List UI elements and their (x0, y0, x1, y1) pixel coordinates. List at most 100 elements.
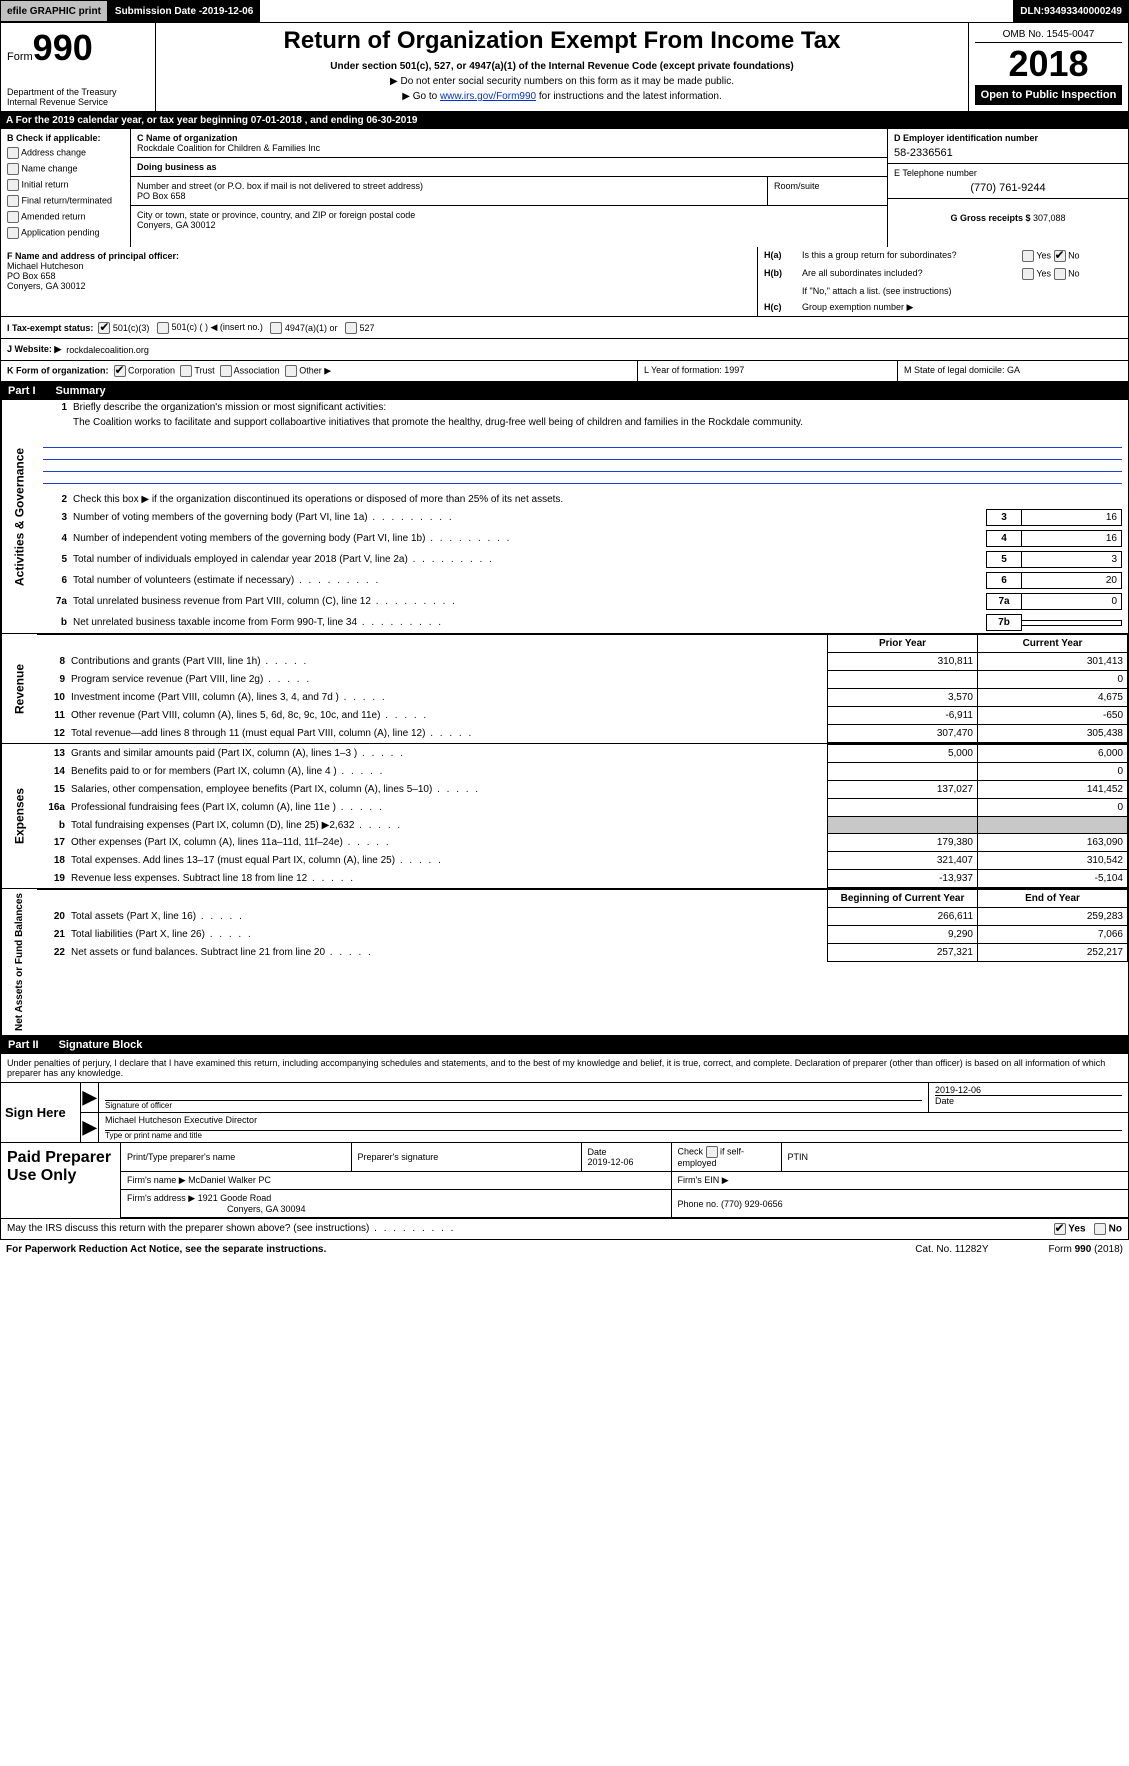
dln-value: 93493340000249 (1044, 6, 1122, 17)
signature-field: Signature of officer (99, 1083, 928, 1112)
date-label: Date (935, 1095, 1122, 1106)
activities-body: 1 Briefly describe the organization's mi… (37, 400, 1128, 633)
fin-row: 15Salaries, other compensation, employee… (37, 781, 1128, 799)
opt-527: 527 (359, 323, 374, 333)
org-name-cell: C Name of organization Rockdale Coalitio… (131, 129, 887, 158)
h-b-row: H(b) Are all subordinates included? Yes … (758, 265, 1128, 283)
fin-prior-year: 5,000 (828, 745, 978, 763)
other-checkbox[interactable] (285, 365, 297, 377)
efile-tag: efile GRAPHIC print (0, 0, 108, 22)
street-cell: Number and street (or P.O. box if mail i… (131, 177, 887, 206)
discuss-yes-checkbox[interactable] (1054, 1223, 1066, 1235)
hb-answer: Yes No (1022, 268, 1122, 280)
line-value: 16 (1022, 530, 1122, 547)
fin-num: 11 (37, 707, 67, 725)
discuss-answer: Yes No (1054, 1223, 1123, 1235)
discuss-no-checkbox[interactable] (1094, 1223, 1106, 1235)
firm-addr-1: 1921 Goode Road (198, 1193, 272, 1203)
fin-desc: Total liabilities (Part X, line 26) (67, 926, 828, 944)
assoc-checkbox[interactable] (220, 365, 232, 377)
row-j-label: J Website: ▶ (7, 344, 61, 355)
fin-num: 9 (37, 671, 67, 689)
discuss-yes: Yes (1068, 1224, 1085, 1235)
signature-officer-label: Signature of officer (105, 1101, 922, 1110)
name-title-label: Type or print name and title (105, 1131, 1122, 1140)
fin-prior-year (828, 799, 978, 817)
trust-checkbox[interactable] (180, 365, 192, 377)
net-hdr-row: Beginning of Current Year End of Year (37, 890, 1128, 908)
instruction-line-2: ▶ Go to www.irs.gov/Form990 for instruct… (162, 91, 962, 102)
fin-desc: Total expenses. Add lines 13–17 (must eq… (67, 852, 828, 870)
firm-addr-label: Firm's address ▶ (127, 1193, 195, 1203)
hb-yes-checkbox[interactable] (1022, 268, 1034, 280)
col-b-checkbox[interactable] (7, 227, 19, 239)
line-box: 3 (986, 509, 1022, 526)
part-2-title: Signature Block (59, 1039, 143, 1051)
corp-checkbox[interactable] (114, 365, 126, 377)
tax-year: 2018 (975, 43, 1122, 85)
fin-row: 13Grants and similar amounts paid (Part … (37, 745, 1128, 763)
line-value: 0 (1022, 593, 1122, 610)
row-klm: K Form of organization: Corporation Trus… (0, 361, 1129, 382)
opt-501c3: 501(c)(3) (113, 323, 150, 333)
header-left: Form990 Department of the Treasury Inter… (1, 23, 156, 111)
fin-current-year: 0 (978, 799, 1128, 817)
col-b-checkbox[interactable] (7, 147, 19, 159)
preparer-sig-label: Preparer's signature (351, 1143, 581, 1172)
activities-side-label: Activities & Governance (1, 400, 37, 633)
irs-link[interactable]: www.irs.gov/Form990 (440, 91, 536, 102)
fin-row: 20Total assets (Part X, line 16)266,6112… (37, 908, 1128, 926)
col-b-item: Initial return (7, 179, 124, 191)
paid-preparer-block: Paid Preparer Use Only Print/Type prepar… (0, 1143, 1129, 1219)
527-checkbox[interactable] (345, 322, 357, 334)
fin-current-year: 252,217 (978, 944, 1128, 962)
fin-row: 17Other expenses (Part IX, column (A), l… (37, 834, 1128, 852)
preparer-name-label: Print/Type preparer's name (121, 1143, 351, 1172)
revenue-section: Revenue Prior Year Current Year 8Contrib… (0, 634, 1129, 744)
line-1-label: Briefly describe the organization's miss… (73, 402, 1122, 413)
ha-yes-checkbox[interactable] (1022, 250, 1034, 262)
part-1-header: Part I Summary (0, 382, 1129, 400)
ptin-label: PTIN (781, 1143, 1128, 1172)
fin-desc: Professional fundraising fees (Part IX, … (67, 799, 828, 817)
fin-prior-year (828, 671, 978, 689)
ha-yes: Yes (1036, 250, 1051, 260)
fin-current-year: -650 (978, 707, 1128, 725)
hb-note: If "No," attach a list. (see instruction… (802, 286, 1122, 296)
omb-number: OMB No. 1545-0047 (975, 27, 1122, 43)
line-num: b (43, 617, 73, 628)
fin-prior-year: 257,321 (828, 944, 978, 962)
net-assets-section: Net Assets or Fund Balances Beginning of… (0, 889, 1129, 1036)
col-b-checkbox[interactable] (7, 211, 19, 223)
form-footer: Form 990 (2018) (1049, 1244, 1124, 1255)
paid-preparer-right: Print/Type preparer's name Preparer's si… (121, 1143, 1128, 1218)
self-employed-checkbox[interactable] (706, 1146, 718, 1158)
col-b-checkbox[interactable] (7, 163, 19, 175)
h-a-row: H(a) Is this a group return for subordin… (758, 247, 1128, 265)
fin-desc: Salaries, other compensation, employee b… (67, 781, 828, 799)
line-2-num: 2 (43, 494, 73, 505)
col-b-checkbox[interactable] (7, 179, 19, 191)
fin-desc: Net assets or fund balances. Subtract li… (67, 944, 828, 962)
hb-no-checkbox[interactable] (1054, 268, 1066, 280)
fin-num: 21 (37, 926, 67, 944)
501c3-checkbox[interactable] (98, 322, 110, 334)
ha-question: Is this a group return for subordinates? (802, 250, 1022, 262)
fin-num: 17 (37, 834, 67, 852)
4947-checkbox[interactable] (270, 322, 282, 334)
fin-row: bTotal fundraising expenses (Part IX, co… (37, 817, 1128, 834)
ha-no-checkbox[interactable] (1054, 250, 1066, 262)
fin-current-year: 310,542 (978, 852, 1128, 870)
fin-current-year: 0 (978, 763, 1128, 781)
line-desc: Number of independent voting members of … (73, 533, 986, 544)
sign-here-right: ▶ Signature of officer 2019-12-06 Date ▶… (81, 1083, 1128, 1143)
fin-prior-year: -6,911 (828, 707, 978, 725)
col-b-checkbox[interactable] (7, 195, 19, 207)
line-num: 5 (43, 554, 73, 565)
501c-checkbox[interactable] (157, 322, 169, 334)
discuss-row: May the IRS discuss this return with the… (0, 1219, 1129, 1240)
firm-ein-cell: Firm's EIN ▶ (671, 1172, 1128, 1190)
h-c-row: H(c) Group exemption number ▶ (758, 299, 1128, 316)
street-label: Number and street (or P.O. box if mail i… (137, 181, 761, 191)
fin-current-year: 0 (978, 671, 1128, 689)
